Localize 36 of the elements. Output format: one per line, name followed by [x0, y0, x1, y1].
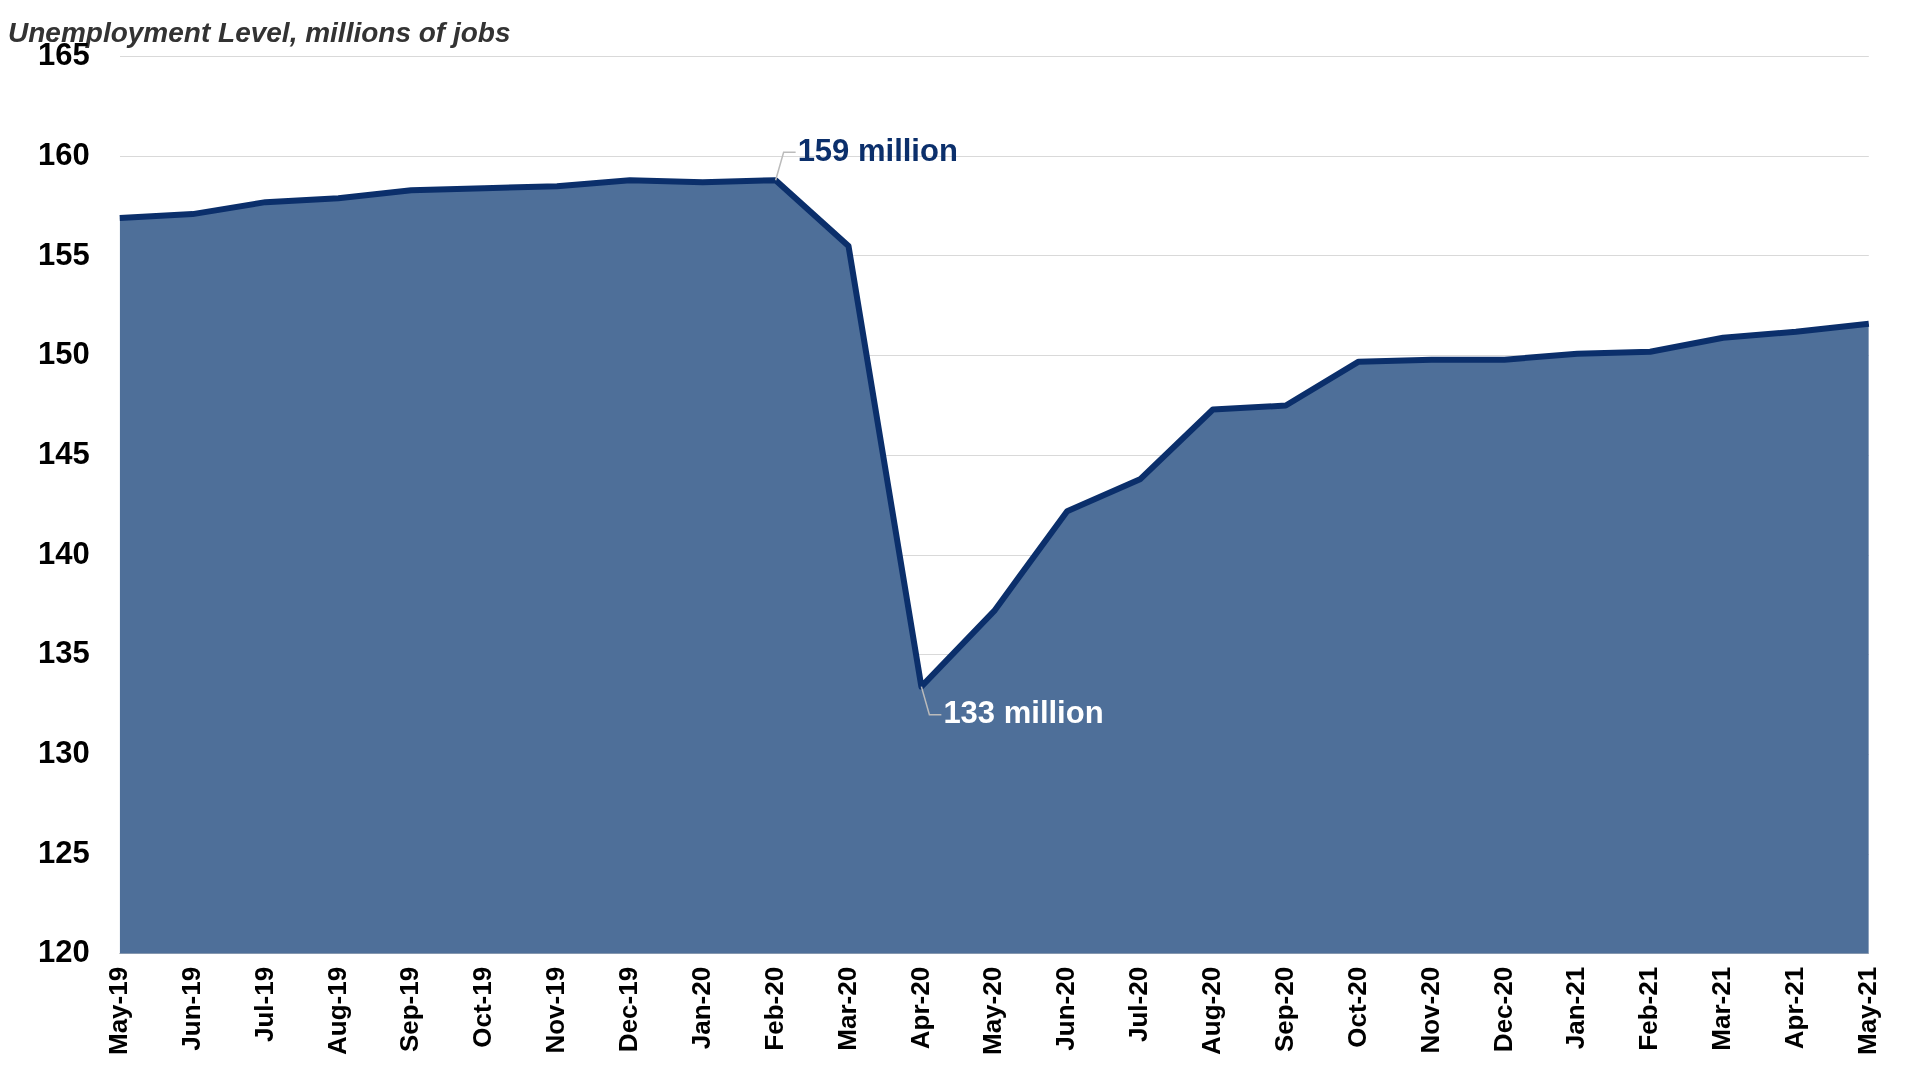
x-tick-label: Apr-21 [1779, 966, 1810, 1050]
x-tick-label: Sep-19 [394, 966, 425, 1053]
x-tick-label: Jan-20 [685, 966, 716, 1050]
x-tick-label: Jan-21 [1560, 966, 1591, 1050]
x-tick-label: Jun-20 [1050, 966, 1081, 1051]
x-tick-label: Oct-19 [467, 966, 498, 1048]
x-tick-label: Aug-19 [321, 966, 352, 1055]
y-tick-label: 125 [37, 834, 90, 870]
x-tick-label: Jul-19 [248, 966, 279, 1042]
y-tick-label: 140 [37, 535, 90, 571]
x-tick-label: Dec-20 [1487, 966, 1518, 1053]
x-tick-label: Jul-20 [1123, 966, 1154, 1042]
x-tick-label: Dec-19 [613, 966, 644, 1053]
x-tick-label: Mar-20 [831, 966, 862, 1051]
x-tick-label: May-21 [1851, 966, 1882, 1055]
y-tick-label: 155 [37, 236, 90, 272]
x-tick-label: Feb-20 [758, 966, 789, 1051]
x-tick-label: Feb-21 [1633, 966, 1664, 1051]
y-tick-label: 130 [37, 735, 90, 770]
x-tick-label: Oct-20 [1341, 966, 1372, 1048]
y-tick-label: 150 [37, 336, 90, 372]
y-tick-label: 145 [37, 435, 90, 471]
x-tick-label: Nov-19 [540, 966, 571, 1054]
x-tick-label: May-20 [977, 966, 1008, 1055]
annotation: 133 million [943, 695, 1104, 731]
x-tick-label: Jun-19 [175, 966, 206, 1051]
x-tick-label: Aug-20 [1196, 966, 1227, 1055]
x-tick-label: Sep-20 [1268, 966, 1299, 1053]
y-tick-label: 135 [37, 635, 90, 671]
x-tick-label: Mar-21 [1706, 966, 1737, 1051]
x-tick-label: Apr-20 [904, 966, 935, 1050]
x-tick-label: May-19 [102, 966, 133, 1055]
y-tick-label: 160 [37, 136, 90, 172]
y-tick-label: 120 [37, 934, 90, 970]
x-tick-label: Nov-20 [1414, 966, 1445, 1054]
annotation: 159 million [797, 132, 958, 168]
